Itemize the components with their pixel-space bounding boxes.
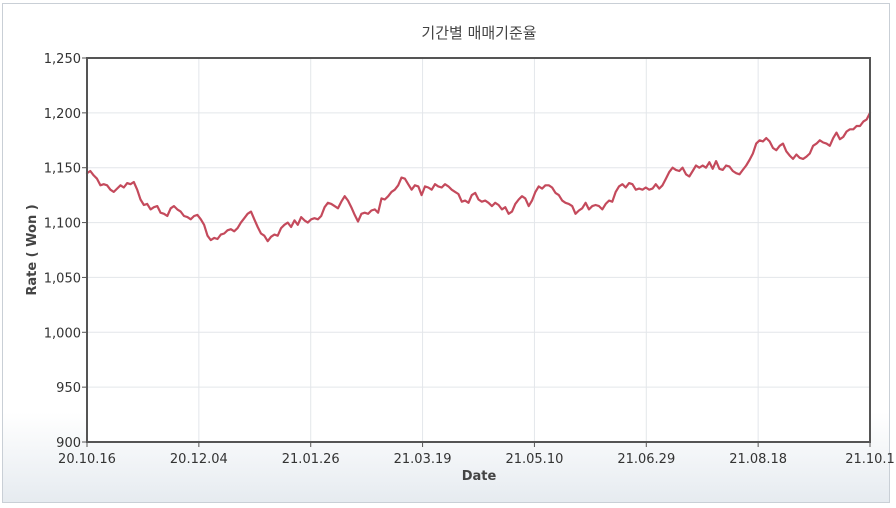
y-tick-label: 1,200 <box>44 107 81 122</box>
x-tick-label: 21.06.29 <box>617 452 675 467</box>
x-tick-label: 21.05.10 <box>505 452 563 467</box>
y-tick-label: 1,100 <box>44 217 81 232</box>
x-tick-label: 21.08.18 <box>729 452 787 467</box>
y-axis-title: Rate ( Won ) <box>25 204 40 295</box>
y-tick-label: 950 <box>56 381 81 396</box>
chart-title: 기간별 매매기준율 <box>421 24 536 42</box>
x-axis-title: Date <box>462 469 497 484</box>
y-tick-labels: 900 950 1,000 1,050 1,100 1,150 1,200 1,250 <box>44 52 87 451</box>
plot-border <box>86 57 871 443</box>
x-tick-label: 21.03.19 <box>394 452 452 467</box>
y-tick-label: 1,050 <box>44 271 81 286</box>
series-layer <box>85 111 872 243</box>
x-tick-label: 20.10.16 <box>58 452 116 467</box>
y-tick-label: 1,000 <box>44 326 81 341</box>
x-tick-label: 20.12.04 <box>170 452 228 467</box>
x-tick-label: 21.01.26 <box>282 452 340 467</box>
x-tick-label: 21.10.1 <box>845 452 895 467</box>
x-tick-labels: 20.10.16 20.12.04 21.01.26 21.03.19 21.05.10… <box>58 442 895 467</box>
y-tick-label: 900 <box>56 436 81 451</box>
series-line <box>85 111 872 243</box>
y-tick-label: 1,250 <box>44 52 81 67</box>
plot-area <box>87 58 870 442</box>
y-tick-label: 1,150 <box>44 162 81 177</box>
